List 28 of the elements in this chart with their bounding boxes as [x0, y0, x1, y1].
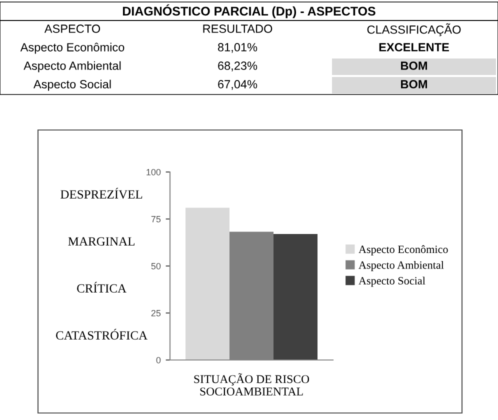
text: BOM — [401, 80, 427, 88]
text: CLASSIFICAÇÃO — [367, 23, 461, 36]
chart-title: DIAGNÓSTICO PARCIAL (Dp) - ASPECTOS — [122, 4, 376, 18]
y-tick-label: 75 — [151, 216, 161, 222]
text: BOM — [401, 62, 427, 70]
text: Aspecto Econômico — [20, 42, 124, 54]
y-tick-label: 0 — [156, 356, 161, 364]
text: CATASTRÓFICA — [56, 328, 148, 340]
x-axis-title: SITUAÇÃO DE RISCO SOCIOAMBIENTAL — [194, 373, 310, 396]
text: MARGINAL — [68, 237, 134, 246]
text: RESULTADO — [203, 24, 272, 33]
legend-label: Aspecto Ambiental — [358, 260, 444, 272]
legend-label: Aspecto Social — [358, 276, 426, 287]
text: 67,04% — [218, 80, 258, 90]
text: ASPECTO — [44, 24, 100, 33]
text: Aspecto Social — [33, 80, 111, 91]
y-tick-label: 25 — [151, 310, 161, 316]
y-tick-label: 50 — [151, 262, 161, 270]
text: 68,23% — [218, 62, 258, 72]
bar — [185, 208, 230, 360]
legend-label: Aspecto Econômico — [358, 245, 448, 256]
text: CRÍTICA — [77, 282, 126, 293]
text: Aspecto Ambiental — [24, 61, 121, 72]
text: 81,01% — [218, 43, 258, 53]
bar — [274, 234, 318, 360]
text: DESPREZÍVEL — [60, 188, 142, 199]
y-tick-label: 100 — [146, 168, 161, 176]
text: EXCELENTE — [379, 43, 449, 52]
